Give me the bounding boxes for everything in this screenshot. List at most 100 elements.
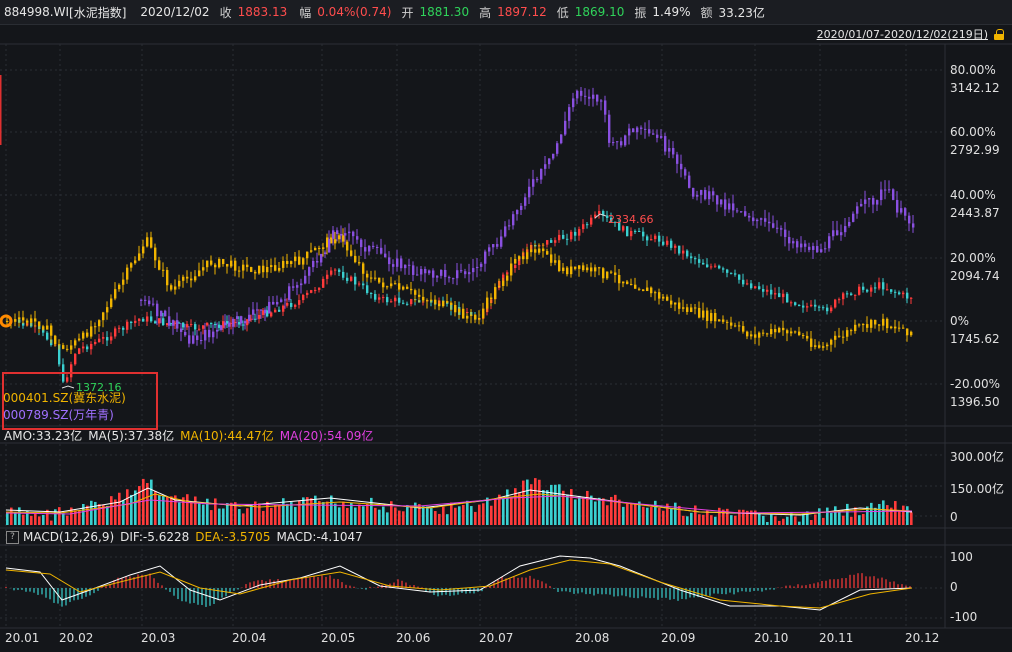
volume-bar [730,515,733,525]
series2-candle [588,96,591,99]
index-candle [130,321,133,324]
volume-bar [886,505,889,525]
series1-candle [634,284,637,289]
series2-candle [292,286,295,288]
series1-candle [830,339,833,345]
volume-bar [618,499,621,525]
series2-candle [836,230,839,236]
series2-candle [520,205,523,211]
volume-bar [646,507,649,525]
volume-bar [282,498,285,525]
volume-bar [266,501,269,525]
volume-bar [78,510,81,525]
volume-bar [158,495,161,525]
series2-candle [568,107,571,121]
legend-series-2[interactable]: 000789.SZ(万年青) [3,408,114,422]
series2-candle [808,246,811,250]
series1-candle [374,277,377,279]
series2-candle [236,316,239,319]
volume-bar [586,490,589,525]
series2-candle [632,128,635,133]
index-candle [58,344,61,365]
volume-bar [682,515,685,525]
index-candle [822,307,825,309]
volume-bar [238,509,241,525]
series1-candle [6,321,9,322]
volume-bar [470,506,473,525]
volume-bar [898,510,901,525]
series1-candle [74,340,77,346]
series1-candle [46,325,49,330]
macd-title[interactable]: MACD(12,26,9) [23,530,115,544]
volume-bar [262,510,265,525]
series2-candle [168,316,171,326]
series2-candle [880,189,883,201]
series2-candle [224,322,227,326]
index-candle [294,304,297,307]
series2-candle [492,244,495,248]
series1-candle [454,304,457,313]
series2-candle [728,203,731,210]
volume-bar [90,500,93,525]
volume-bar [250,504,253,525]
series2-candle [180,328,183,332]
legend-series-1[interactable]: 000401.SZ(冀东水泥) [3,391,126,405]
series1-candle [362,263,365,274]
series1-candle [230,260,233,267]
series1-candle [190,278,193,281]
index-candle [602,211,605,216]
date-range-selector[interactable]: 2020/01/07-2020/12/02(219日) [817,26,1004,42]
series1-candle [726,321,729,323]
volume-bar [122,500,125,525]
volume-bar [178,502,181,525]
index-candle [634,230,637,232]
series2-candle [332,230,335,239]
volume-bar [614,494,617,525]
series1-candle [50,325,53,336]
lock-icon[interactable] [994,28,1004,40]
help-icon[interactable]: ? [6,530,19,544]
volume-bar [910,512,913,525]
series2-candle [428,270,431,274]
series1-candle [118,284,121,290]
series1-candle [526,252,529,260]
index-candle [766,289,769,292]
volume-bar [398,510,401,525]
series1-candle [94,326,97,328]
volume-bar [902,505,905,525]
index-candle [126,321,129,330]
volume-bar [34,513,37,525]
volume-bar [742,509,745,525]
series1-candle [450,302,453,305]
volume-bar [594,501,597,525]
index-candle [134,320,137,324]
volume-bar [570,489,573,525]
volume-bar [38,516,41,525]
series1-candle [842,336,845,338]
series1-candle [114,289,117,299]
volume-bar [170,496,173,525]
series1-candle [602,268,605,279]
volume-bar [514,488,517,525]
series1-candle [906,328,909,336]
index-candle [330,270,333,275]
series2-candle [388,257,391,265]
series1-candle [298,256,301,265]
index-candle [862,286,865,290]
volume-bar [906,506,909,525]
date-range-text[interactable]: 2020/01/07-2020/12/02(219日) [816,28,988,41]
volume-bar [394,507,397,525]
series1-candle [294,256,297,262]
series2-candle [572,98,575,108]
index-candle [166,323,169,326]
volume-bar [202,504,205,525]
series2-candle [712,191,715,196]
series1-candle [662,296,665,299]
series1-candle [30,318,33,323]
series2-candle [788,236,791,244]
index-candle [362,283,365,286]
volume-bar [582,497,585,525]
index-candle [674,245,677,248]
volume-bar [802,513,805,525]
